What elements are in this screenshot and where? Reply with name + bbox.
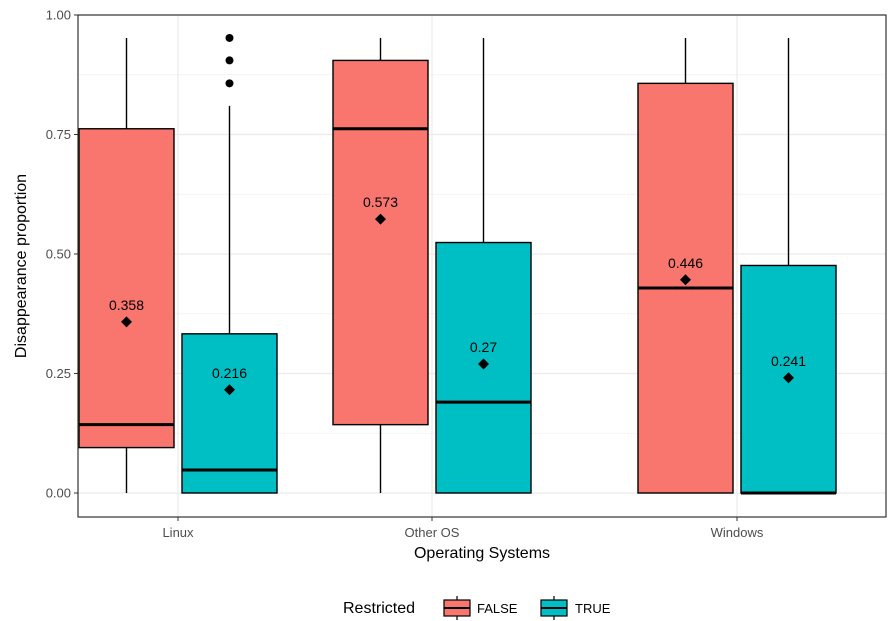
legend-title: Restricted	[343, 600, 415, 617]
box-body	[78, 128, 175, 449]
y-axis-title: Disappearance proportion	[13, 174, 30, 358]
legend-key-false	[443, 596, 471, 620]
mean-marker	[783, 372, 794, 384]
outlier-point	[225, 56, 234, 65]
mean-marker	[121, 316, 132, 328]
x-tick-label: Other OS	[405, 525, 460, 540]
mean-marker	[680, 274, 691, 286]
mean-label: 0.358	[109, 297, 144, 313]
mean-marker	[478, 358, 489, 370]
box-false-windows: 0.446	[637, 37, 734, 494]
box-true-other-os: 0.27	[435, 37, 532, 494]
mean-label: 0.241	[771, 353, 806, 369]
mean-marker	[224, 384, 235, 396]
outlier-point	[225, 79, 234, 88]
panel-border	[77, 14, 887, 518]
box-body	[181, 333, 278, 494]
y-axis: 0.00 0.25 0.50 0.75 1.00	[46, 8, 78, 501]
outlier-point	[225, 33, 234, 42]
x-axis: Linux Other OS Windows	[162, 517, 764, 540]
legend-label: TRUE	[575, 601, 611, 616]
mean-label: 0.446	[668, 255, 703, 271]
legend: Restricted FALSE TRUE	[343, 596, 611, 620]
mean-label: 0.216	[212, 365, 247, 381]
legend-key-true	[540, 596, 568, 620]
boxes: 0.358 0.573 0.446 0.216 0.27 0.241	[78, 33, 837, 495]
box-true-windows: 0.241	[740, 37, 837, 495]
legend-label: FALSE	[477, 601, 518, 616]
y-tick-label: 0.75	[46, 127, 71, 142]
x-axis-title: Operating Systems	[414, 545, 550, 562]
y-tick-label: 0.25	[46, 366, 71, 381]
x-tick-label: Linux	[162, 525, 194, 540]
box-body	[332, 59, 429, 426]
mean-marker	[375, 213, 386, 225]
mean-label: 0.27	[470, 339, 497, 355]
y-tick-label: 0.00	[46, 486, 71, 501]
box-false-linux: 0.358	[78, 37, 175, 493]
box-true-linux: 0.216	[181, 33, 278, 494]
box-false-other-os: 0.573	[332, 37, 429, 493]
mean-label: 0.573	[363, 194, 398, 210]
y-tick-label: 0.50	[46, 247, 71, 262]
y-tick-label: 1.00	[46, 8, 71, 23]
x-tick-label: Windows	[711, 525, 764, 540]
